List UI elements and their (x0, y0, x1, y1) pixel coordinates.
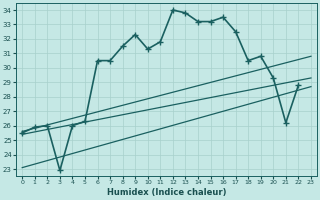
X-axis label: Humidex (Indice chaleur): Humidex (Indice chaleur) (107, 188, 226, 197)
